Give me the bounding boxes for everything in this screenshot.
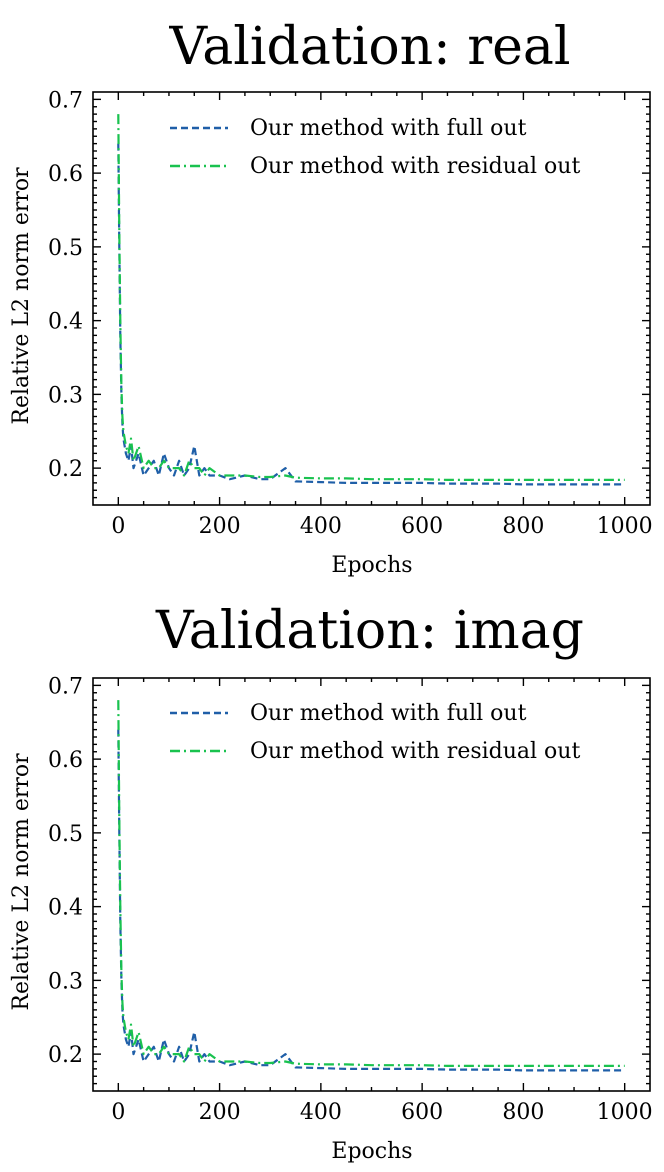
y-tick-label: 0.6 bbox=[48, 748, 83, 773]
chart-panel-imag: Validation: imag Epochs Relative L2 norm… bbox=[0, 586, 664, 1172]
x-tick-label: 0 bbox=[111, 1100, 125, 1125]
legend-label-full-out: Our method with full out bbox=[250, 701, 527, 726]
series-line-1 bbox=[117, 700, 625, 1067]
y-tick-label: 0.7 bbox=[48, 88, 83, 113]
y-tick-label: 0.5 bbox=[48, 236, 83, 261]
x-tick-label: 600 bbox=[401, 514, 443, 539]
x-tick-label: 600 bbox=[401, 1100, 443, 1125]
x-tick-label: 200 bbox=[199, 1100, 241, 1125]
series-line-1 bbox=[117, 114, 625, 481]
x-axis-label: Epochs bbox=[331, 1139, 412, 1164]
y-tick-label: 0.2 bbox=[48, 1043, 83, 1068]
legend: Our method with full out Our method with… bbox=[170, 116, 580, 179]
x-tick-label: 200 bbox=[199, 514, 241, 539]
y-tick-label: 0.6 bbox=[48, 162, 83, 187]
legend: Our method with full out Our method with… bbox=[170, 701, 580, 764]
y-tick-label: 0.2 bbox=[48, 457, 83, 482]
legend-label-residual-out: Our method with residual out bbox=[250, 154, 580, 179]
y-tick-label: 0.3 bbox=[48, 969, 83, 994]
y-tick-label: 0.4 bbox=[48, 896, 83, 921]
y-tick-label: 0.4 bbox=[48, 310, 83, 335]
legend-label-residual-out: Our method with residual out bbox=[250, 739, 580, 764]
plot-area: 0 200 400 600 800 1000 0.2 0.3 0.4 0.5 0.6 0.7 bbox=[48, 88, 653, 539]
series-line-0 bbox=[117, 143, 625, 486]
plot-area: 0 200 400 600 800 1000 0.2 0.3 0.4 0.5 0.6 0.7 bbox=[48, 674, 653, 1125]
chart-panel-real: Validation: real Epochs Relative L2 norm… bbox=[9, 17, 653, 578]
y-tick-label: 0.3 bbox=[48, 383, 83, 408]
y-axis-label: Relative L2 norm error bbox=[9, 753, 34, 1011]
y-tick-label: 0.7 bbox=[48, 674, 83, 699]
chart-imag: Validation: imag Epochs Relative L2 norm… bbox=[9, 601, 653, 1164]
x-tick-label: 800 bbox=[502, 514, 544, 539]
y-tick-label: 0.5 bbox=[48, 822, 83, 847]
x-tick-label: 800 bbox=[502, 1100, 544, 1125]
x-tick-label: 1000 bbox=[597, 1100, 653, 1125]
series-line-0 bbox=[117, 729, 625, 1072]
chart-title: Validation: imag bbox=[155, 601, 584, 661]
x-tick-label: 1000 bbox=[597, 514, 653, 539]
legend-label-full-out: Our method with full out bbox=[250, 116, 527, 141]
x-tick-label: 400 bbox=[300, 514, 342, 539]
chart-real: Validation: real Epochs Relative L2 norm… bbox=[9, 17, 653, 578]
chart-title: Validation: real bbox=[169, 17, 571, 77]
x-axis-label: Epochs bbox=[331, 553, 412, 578]
y-axis-label: Relative L2 norm error bbox=[9, 167, 34, 425]
x-tick-label: 400 bbox=[300, 1100, 342, 1125]
x-tick-label: 0 bbox=[111, 514, 125, 539]
